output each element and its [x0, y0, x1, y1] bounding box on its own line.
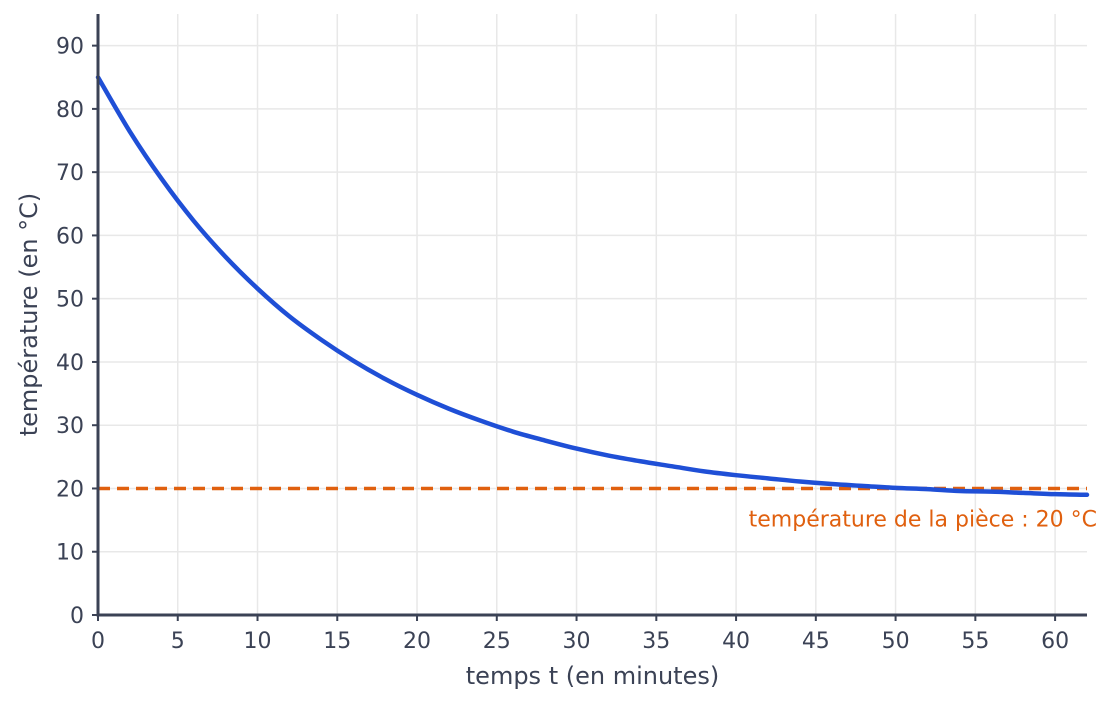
- x-tick-label: 30: [563, 629, 591, 654]
- y-tick-label: 10: [56, 541, 84, 566]
- x-axis-title: temps t (en minutes): [466, 662, 719, 690]
- y-tick-label: 20: [56, 477, 84, 502]
- y-tick-labels: 0 10 20 30 40 50 60 70 80 90: [56, 35, 98, 629]
- x-tick-label: 15: [323, 629, 351, 654]
- x-tick-label: 40: [722, 629, 750, 654]
- series-group: [95, 75, 1090, 498]
- y-tick-label: 80: [56, 98, 84, 123]
- x-tick-label: 45: [802, 629, 830, 654]
- x-tick-label: 60: [1041, 629, 1069, 654]
- y-tick-label: 60: [56, 224, 84, 249]
- x-tick-label: 25: [483, 629, 511, 654]
- x-tick-labels: 0 5 10 15 20 25 30 35 40 45 50 55 60: [91, 615, 1069, 654]
- y-tick-label: 70: [56, 161, 84, 186]
- y-tick-label: 40: [56, 351, 84, 376]
- x-tick-label: 50: [882, 629, 910, 654]
- x-tick-label: 0: [91, 629, 105, 654]
- axes: [96, 14, 1087, 617]
- x-tick-label: 35: [642, 629, 670, 654]
- y-tick-label: 0: [70, 604, 84, 629]
- y-tick-label: 50: [56, 288, 84, 313]
- x-tick-label: 20: [403, 629, 431, 654]
- y-axis-title: température (en °C): [15, 193, 43, 437]
- y-tick-label: 90: [56, 35, 84, 60]
- series-line: [95, 75, 1090, 498]
- reference-line-label: température de la pièce : 20 °C: [749, 507, 1097, 532]
- x-tick-label: 5: [171, 629, 185, 654]
- x-tick-label: 10: [244, 629, 272, 654]
- y-tick-label: 30: [56, 414, 84, 439]
- x-tick-label: 55: [961, 629, 989, 654]
